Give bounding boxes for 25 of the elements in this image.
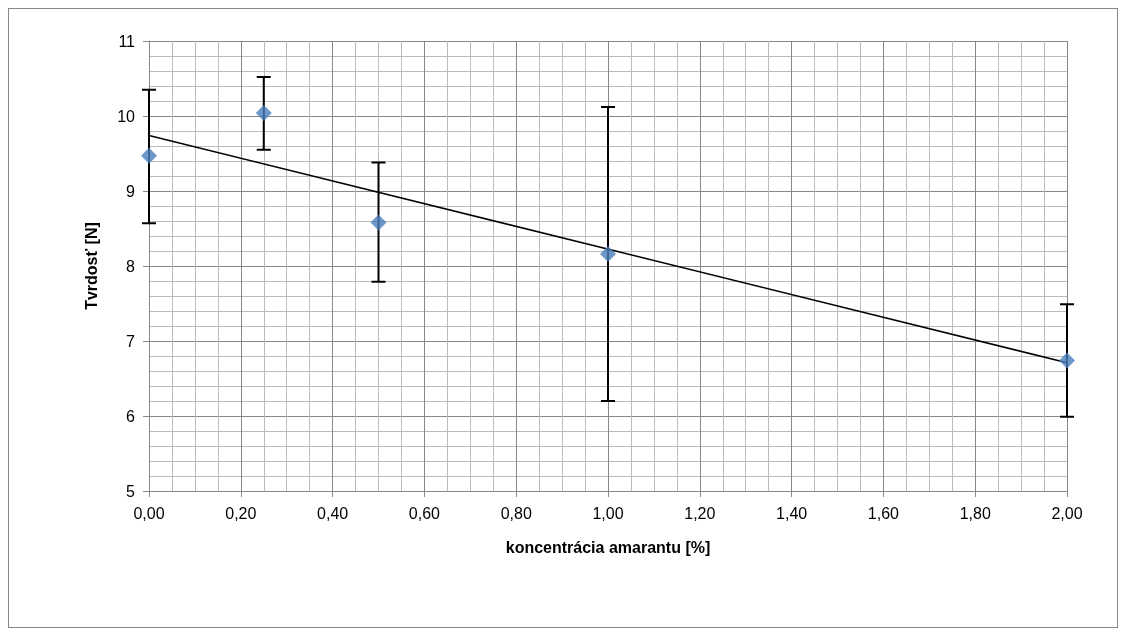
y-axis-title: Tvrdosť [N] bbox=[82, 222, 100, 310]
y-tick-label: 11 bbox=[118, 32, 136, 50]
x-tick-label: 1,80 bbox=[959, 504, 991, 522]
y-tick-label: 9 bbox=[126, 182, 136, 200]
x-tick-label: 0,80 bbox=[500, 504, 532, 522]
y-tick-label: 7 bbox=[126, 332, 136, 350]
x-tick-label: 1,60 bbox=[867, 504, 900, 522]
y-tick-label: 6 bbox=[126, 407, 136, 425]
x-tick-label: 1,20 bbox=[684, 504, 716, 522]
y-tick-label: 5 bbox=[126, 482, 136, 500]
point bbox=[370, 214, 387, 231]
point bbox=[1059, 352, 1075, 369]
point bbox=[141, 147, 157, 164]
x-tick-label: 2,00 bbox=[1051, 504, 1083, 522]
x-tick-label: 0,20 bbox=[225, 504, 257, 522]
point bbox=[600, 246, 616, 262]
x-tick-label: 0,60 bbox=[408, 504, 441, 522]
x-tick-label: 1,00 bbox=[592, 504, 624, 522]
x-tick-label: 0,40 bbox=[317, 504, 349, 522]
x-axis-title: koncentrácia amarantu [%] bbox=[505, 538, 711, 556]
y-tick-label: 10 bbox=[117, 107, 136, 125]
x-tick-label: 0,00 bbox=[133, 504, 165, 522]
point bbox=[255, 105, 272, 121]
y-tick-label: 8 bbox=[126, 257, 136, 275]
x-tick-label: 1,40 bbox=[776, 504, 808, 522]
